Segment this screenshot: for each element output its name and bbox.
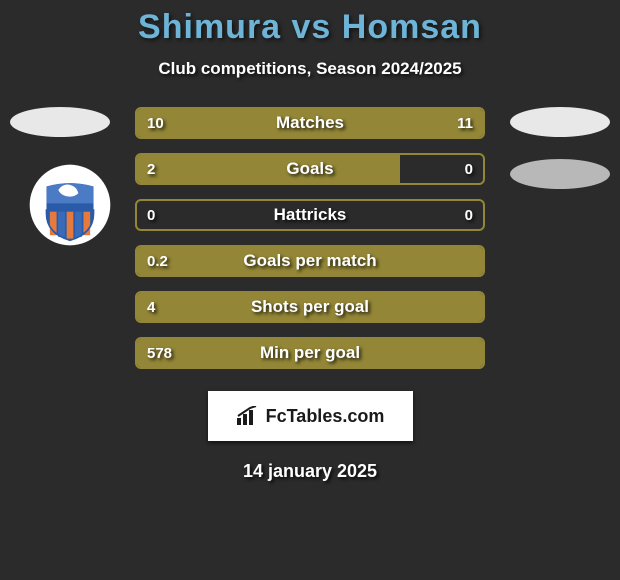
stat-row: 4Shots per goal (135, 291, 485, 323)
stat-row: 578Min per goal (135, 337, 485, 369)
stat-bar-left (137, 293, 483, 321)
footer-date: 14 january 2025 (0, 461, 620, 482)
stat-value-left: 2 (137, 155, 165, 183)
club-crest-left (28, 163, 112, 247)
stat-row: 1011Matches (135, 107, 485, 139)
stat-bar-left (137, 247, 483, 275)
player-badge-right (510, 107, 610, 137)
comparison-card: Shimura vs Homsan Club competitions, Sea… (0, 0, 620, 482)
stat-row: 0.2Goals per match (135, 245, 485, 277)
stat-value-left: 0 (137, 201, 165, 229)
stat-value-left: 4 (137, 293, 165, 321)
stat-value-right: 11 (447, 109, 483, 137)
brand-chart-icon (236, 406, 260, 426)
main-area: 1011Matches20Goals00Hattricks0.2Goals pe… (0, 107, 620, 482)
stat-bar-left (137, 339, 483, 367)
stat-value-right: 0 (455, 155, 483, 183)
stat-value-right: 0 (455, 201, 483, 229)
brand-badge[interactable]: FcTables.com (208, 391, 413, 441)
player-badge-left (10, 107, 110, 137)
player-badge-right-secondary (510, 159, 610, 189)
stat-value-left: 10 (137, 109, 174, 137)
page-title: Shimura vs Homsan (0, 8, 620, 47)
stat-label: Hattricks (137, 201, 483, 229)
brand-text: FcTables.com (266, 406, 385, 427)
stat-bar-left (137, 155, 400, 183)
stat-value-left: 578 (137, 339, 182, 367)
stats-list: 1011Matches20Goals00Hattricks0.2Goals pe… (135, 107, 485, 369)
stat-row: 20Goals (135, 153, 485, 185)
subtitle: Club competitions, Season 2024/2025 (0, 59, 620, 79)
stat-value-left: 0.2 (137, 247, 178, 275)
stat-row: 0 0Hattricks (135, 199, 485, 231)
